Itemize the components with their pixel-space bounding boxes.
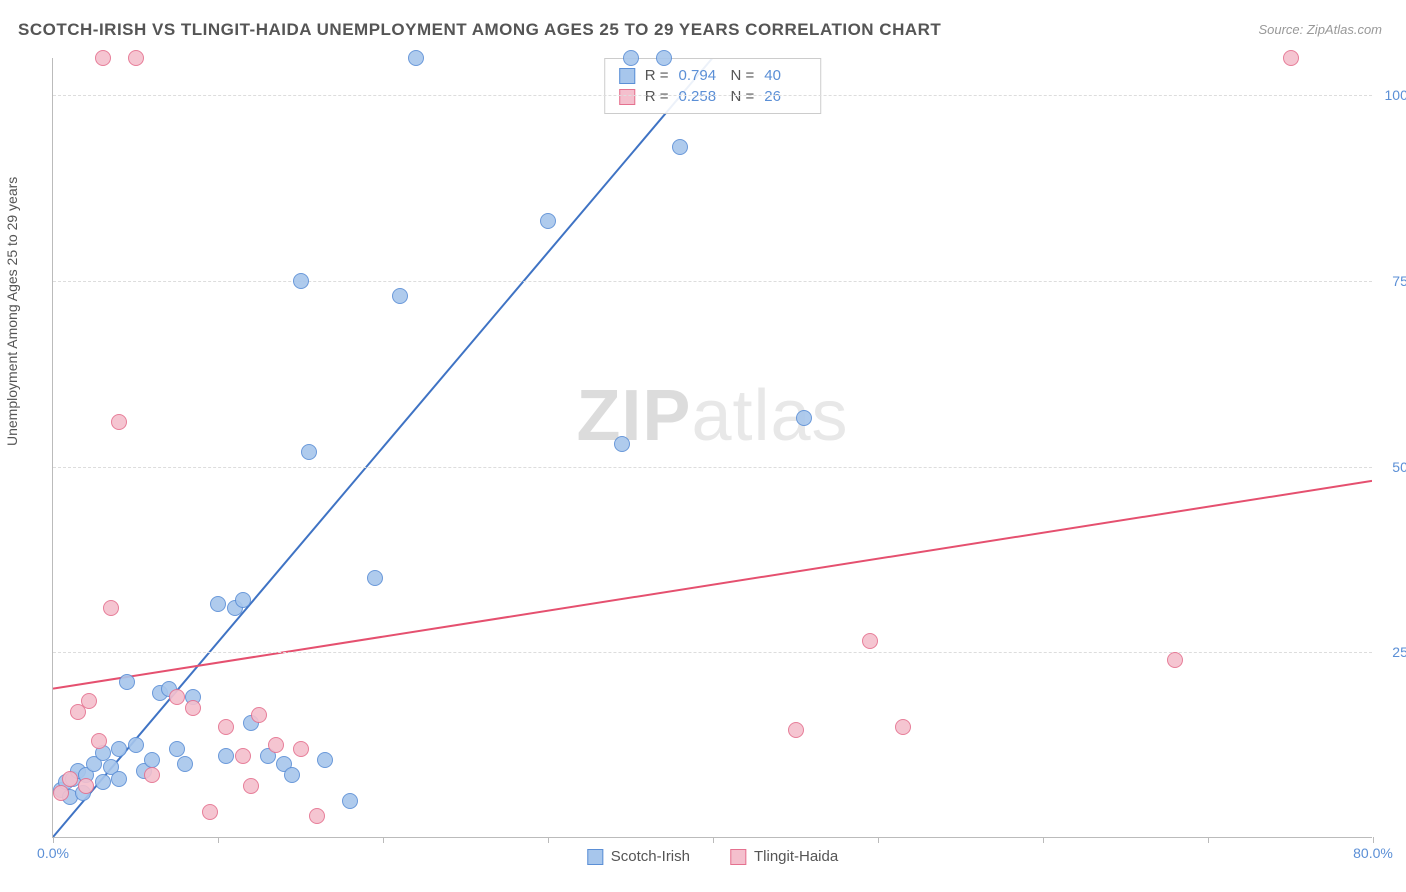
scatter-point: [656, 50, 672, 66]
scatter-point: [672, 139, 688, 155]
scatter-point: [95, 774, 111, 790]
scatter-point: [202, 804, 218, 820]
plot-area: ZIPatlas R = 0.794 N = 40 R = 0.258 N = …: [52, 58, 1372, 838]
scatter-point: [367, 570, 383, 586]
scatter-point: [78, 778, 94, 794]
scatter-point: [111, 771, 127, 787]
y-axis-label: Unemployment Among Ages 25 to 29 years: [4, 177, 20, 446]
x-tick-mark: [1208, 837, 1209, 843]
scatter-point: [623, 50, 639, 66]
scatter-point: [540, 213, 556, 229]
scatter-point: [111, 741, 127, 757]
stats-row-series1: R = 0.794 N = 40: [619, 65, 807, 86]
scatter-point: [301, 444, 317, 460]
y-tick-label: 50.0%: [1392, 459, 1406, 475]
r-value-2: 0.258: [679, 86, 721, 107]
scatter-point: [293, 273, 309, 289]
legend-label-2: Tlingit-Haida: [754, 848, 838, 865]
r-value-1: 0.794: [679, 65, 721, 86]
scatter-point: [81, 693, 97, 709]
y-tick-label: 25.0%: [1392, 644, 1406, 660]
scatter-point: [185, 700, 201, 716]
x-tick-mark: [713, 837, 714, 843]
trend-line: [53, 58, 713, 837]
gridline-h: [53, 95, 1372, 96]
scatter-point: [251, 707, 267, 723]
x-tick-mark: [1373, 837, 1374, 843]
stats-row-series2: R = 0.258 N = 26: [619, 86, 807, 107]
scatter-point: [1167, 652, 1183, 668]
scatter-point: [342, 793, 358, 809]
scatter-point: [788, 722, 804, 738]
legend-swatch-1: [587, 849, 603, 865]
scatter-point: [235, 592, 251, 608]
y-tick-label: 75.0%: [1392, 273, 1406, 289]
scatter-point: [408, 50, 424, 66]
watermark-bold: ZIP: [576, 376, 691, 456]
chart-title: SCOTCH-IRISH VS TLINGIT-HAIDA UNEMPLOYME…: [18, 20, 941, 40]
n-value-1: 40: [764, 65, 806, 86]
scatter-point: [268, 737, 284, 753]
scatter-point: [128, 737, 144, 753]
scatter-point: [144, 767, 160, 783]
scatter-point: [169, 741, 185, 757]
x-tick-mark: [1043, 837, 1044, 843]
legend-swatch-2: [730, 849, 746, 865]
scatter-point: [796, 410, 812, 426]
x-tick-mark: [53, 837, 54, 843]
scatter-point: [1283, 50, 1299, 66]
scatter-point: [177, 756, 193, 772]
scatter-point: [392, 288, 408, 304]
swatch-series2: [619, 89, 635, 105]
scatter-point: [235, 748, 251, 764]
scatter-point: [119, 674, 135, 690]
scatter-point: [91, 733, 107, 749]
scatter-point: [218, 748, 234, 764]
r-label-2: R =: [645, 86, 669, 107]
r-label-1: R =: [645, 65, 669, 86]
scatter-point: [317, 752, 333, 768]
scatter-point: [210, 596, 226, 612]
scatter-point: [309, 808, 325, 824]
stats-legend-box: R = 0.794 N = 40 R = 0.258 N = 26: [604, 58, 822, 114]
n-label-2: N =: [731, 86, 755, 107]
x-tick-mark: [878, 837, 879, 843]
scatter-point: [284, 767, 300, 783]
scatter-point: [95, 50, 111, 66]
source-attribution: Source: ZipAtlas.com: [1258, 22, 1382, 37]
scatter-point: [128, 50, 144, 66]
legend-label-1: Scotch-Irish: [611, 848, 690, 865]
scatter-point: [862, 633, 878, 649]
scatter-point: [103, 600, 119, 616]
scatter-point: [144, 752, 160, 768]
scatter-point: [62, 771, 78, 787]
x-tick-mark: [383, 837, 384, 843]
legend-item-1: Scotch-Irish: [587, 848, 690, 865]
watermark-rest: atlas: [691, 376, 848, 456]
scatter-point: [53, 785, 69, 801]
scatter-point: [169, 689, 185, 705]
x-tick-label: 80.0%: [1353, 845, 1393, 861]
scatter-point: [895, 719, 911, 735]
x-tick-mark: [218, 837, 219, 843]
scatter-point: [293, 741, 309, 757]
scatter-point: [111, 414, 127, 430]
n-value-2: 26: [764, 86, 806, 107]
scatter-point: [243, 778, 259, 794]
gridline-h: [53, 467, 1372, 468]
legend-item-2: Tlingit-Haida: [730, 848, 838, 865]
legend-bottom: Scotch-Irish Tlingit-Haida: [587, 848, 838, 865]
x-tick-mark: [548, 837, 549, 843]
swatch-series1: [619, 68, 635, 84]
y-tick-label: 100.0%: [1385, 87, 1406, 103]
n-label-1: N =: [731, 65, 755, 86]
x-tick-label: 0.0%: [37, 845, 69, 861]
scatter-point: [614, 436, 630, 452]
scatter-point: [218, 719, 234, 735]
gridline-h: [53, 281, 1372, 282]
